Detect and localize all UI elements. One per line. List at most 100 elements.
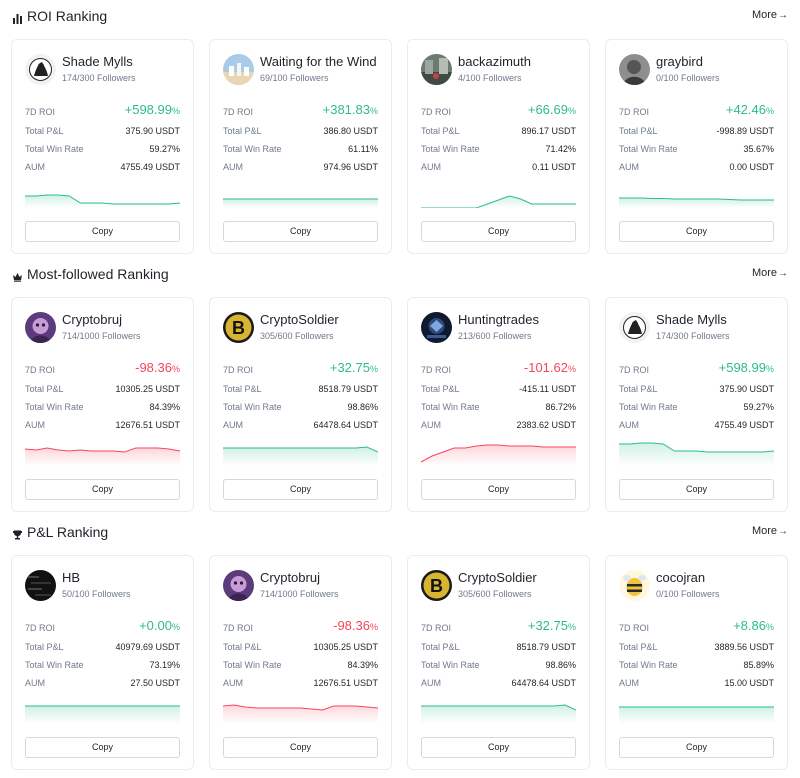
- avatar[interactable]: [25, 54, 56, 85]
- trader-name[interactable]: Shade Mylls: [62, 54, 133, 69]
- roi-sparkline: [25, 705, 180, 724]
- trader-card[interactable]: B CryptoSoldier 305/600 Followers 7D ROI +32…: [407, 555, 590, 770]
- avatar[interactable]: [421, 312, 452, 343]
- win-rate-value: 73.19%: [149, 660, 180, 670]
- trader-name[interactable]: Cryptobruj: [260, 570, 320, 585]
- copy-button[interactable]: Copy: [421, 737, 576, 758]
- roi-label: 7D ROI: [25, 365, 56, 375]
- pnl-value: -415.11 USDT: [519, 384, 576, 394]
- roi-value: +381.83%: [323, 102, 378, 117]
- aum-label: AUM: [619, 678, 639, 688]
- copy-button[interactable]: Copy: [223, 479, 378, 500]
- sparkline-area: [421, 196, 576, 208]
- trader-name[interactable]: Shade Mylls: [656, 312, 727, 327]
- avatar[interactable]: [619, 54, 650, 85]
- roi-sparkline: [421, 704, 576, 724]
- aum-label: AUM: [421, 678, 441, 688]
- aum-label: AUM: [25, 162, 45, 172]
- trader-name[interactable]: Waiting for the Wind: [260, 54, 377, 69]
- aum-row: AUM 2383.62 USDT: [421, 419, 576, 433]
- win-rate-label: Total Win Rate: [223, 402, 282, 412]
- roi-number: +598.99: [718, 360, 766, 375]
- trader-card[interactable]: Cryptobruj 714/1000 Followers 7D ROI -98.36…: [209, 555, 392, 770]
- aum-value: 0.11 USDT: [532, 162, 576, 172]
- trader-card[interactable]: backazimuth 4/100 Followers 7D ROI +66.69% T…: [407, 39, 590, 254]
- avatar[interactable]: B: [421, 570, 452, 601]
- roi-value: +0.00%: [139, 618, 180, 633]
- win-rate-value: 59.27%: [743, 402, 774, 412]
- pnl-value: 3889.56 USDT: [714, 642, 774, 652]
- section-title-text: P&L Ranking: [27, 524, 109, 540]
- roi-number: +32.75: [329, 360, 370, 375]
- roi-label: 7D ROI: [223, 623, 254, 633]
- copy-button[interactable]: Copy: [421, 479, 576, 500]
- trader-name[interactable]: cocojran: [656, 570, 706, 585]
- trader-card[interactable]: Waiting for the Wind 69/100 Followers 7D R…: [209, 39, 392, 254]
- roi-number: +381.83: [322, 102, 370, 117]
- sparkline-area: [25, 448, 180, 466]
- roi-percent-sign: %: [765, 106, 774, 116]
- trader-card[interactable]: B CryptoSoldier 305/600 Followers 7D ROI +32…: [209, 297, 392, 512]
- trader-name[interactable]: HB: [62, 570, 81, 585]
- more-link[interactable]: More→: [752, 267, 788, 279]
- copy-button[interactable]: Copy: [223, 737, 378, 758]
- follower-count: 69/100 Followers: [260, 73, 329, 83]
- roi-row: 7D ROI +598.99%: [619, 360, 774, 375]
- copy-button[interactable]: Copy: [619, 221, 774, 242]
- pnl-row: Total P&L 40979.69 USDT: [25, 641, 180, 655]
- trader-name[interactable]: CryptoSoldier: [260, 312, 339, 327]
- trader-card[interactable]: Cryptobruj 714/1000 Followers 7D ROI -98.36…: [11, 297, 194, 512]
- avatar[interactable]: [619, 312, 650, 343]
- more-link[interactable]: More→: [752, 9, 788, 21]
- trader-name[interactable]: Huntingtrades: [458, 312, 539, 327]
- pnl-label: Total P&L: [25, 642, 64, 652]
- trader-name[interactable]: CryptoSoldier: [458, 570, 537, 585]
- win-rate-row: Total Win Rate 59.27%: [25, 143, 180, 157]
- pnl-row: Total P&L 896.17 USDT: [421, 125, 576, 139]
- trader-card[interactable]: Shade Mylls 174/300 Followers 7D ROI +598.9…: [11, 39, 194, 254]
- roi-value: +8.86%: [733, 618, 774, 633]
- trader-card[interactable]: graybird 0/100 Followers 7D ROI +42.46% Tota…: [605, 39, 788, 254]
- copy-button[interactable]: Copy: [223, 221, 378, 242]
- pnl-value: 386.80 USDT: [323, 126, 378, 136]
- trader-name[interactable]: backazimuth: [458, 54, 531, 69]
- roi-percent-sign: %: [567, 364, 576, 374]
- roi-percent-sign: %: [567, 622, 576, 632]
- roi-value: -98.36%: [135, 360, 180, 375]
- copy-button[interactable]: Copy: [25, 479, 180, 500]
- copy-button[interactable]: Copy: [25, 221, 180, 242]
- avatar[interactable]: [25, 570, 56, 601]
- sparkline-line: [619, 197, 774, 201]
- pnl-row: Total P&L 10305.25 USDT: [223, 641, 378, 655]
- avatar[interactable]: [421, 54, 452, 85]
- bar-chart-icon: [12, 11, 23, 24]
- follower-count: 50/100 Followers: [62, 589, 131, 599]
- roi-percent-sign: %: [567, 106, 576, 116]
- avatar[interactable]: B: [223, 312, 254, 343]
- aum-label: AUM: [223, 678, 243, 688]
- sparkline-area: [25, 195, 180, 208]
- copy-button[interactable]: Copy: [25, 737, 180, 758]
- sparkline-line: [25, 447, 180, 453]
- roi-percent-sign: %: [171, 622, 180, 632]
- aum-value: 64478.64 USDT: [313, 420, 378, 430]
- trader-card[interactable]: Shade Mylls 174/300 Followers 7D ROI +598.9…: [605, 297, 788, 512]
- avatar[interactable]: [619, 570, 650, 601]
- roi-label: 7D ROI: [619, 623, 650, 633]
- copy-button[interactable]: Copy: [421, 221, 576, 242]
- copy-button[interactable]: Copy: [619, 479, 774, 500]
- trader-card[interactable]: HB 50/100 Followers 7D ROI +0.00% Total P&L 4…: [11, 555, 194, 770]
- avatar[interactable]: [25, 312, 56, 343]
- copy-button[interactable]: Copy: [619, 737, 774, 758]
- more-link[interactable]: More→: [752, 525, 788, 537]
- avatar[interactable]: [223, 570, 254, 601]
- trader-card[interactable]: Huntingtrades 213/600 Followers 7D ROI -101…: [407, 297, 590, 512]
- avatar[interactable]: [223, 54, 254, 85]
- trader-card[interactable]: cocojran 0/100 Followers 7D ROI +8.86% Total…: [605, 555, 788, 770]
- roi-row: 7D ROI -101.62%: [421, 360, 576, 375]
- aum-value: 12676.51 USDT: [115, 420, 180, 430]
- trader-name[interactable]: graybird: [656, 54, 703, 69]
- win-rate-label: Total Win Rate: [619, 660, 678, 670]
- win-rate-label: Total Win Rate: [421, 144, 480, 154]
- trader-name[interactable]: Cryptobruj: [62, 312, 122, 327]
